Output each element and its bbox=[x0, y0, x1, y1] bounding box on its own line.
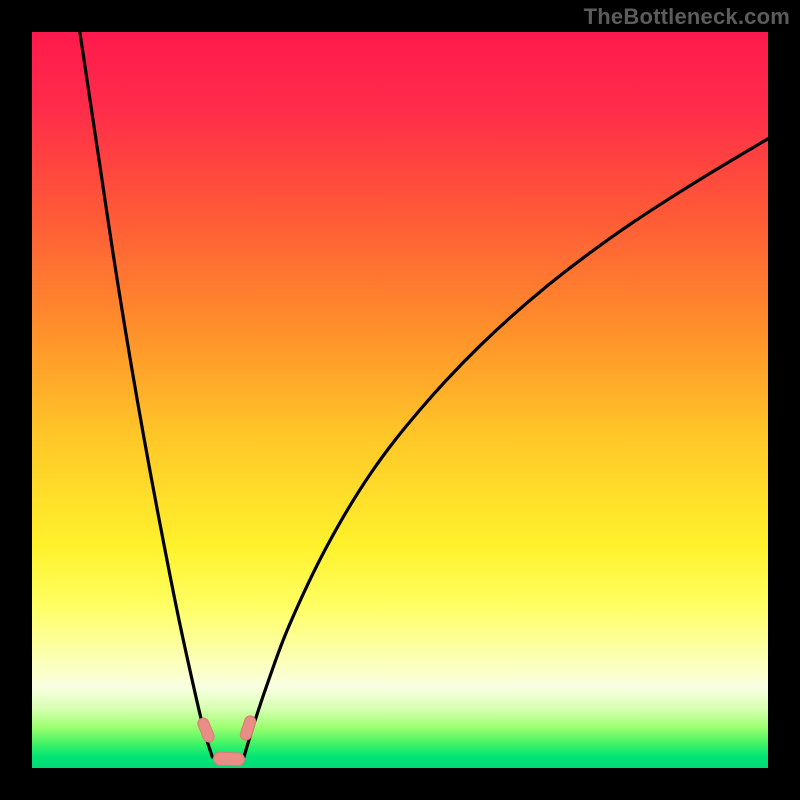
watermark-text: TheBottleneck.com bbox=[584, 4, 790, 30]
canvas: TheBottleneck.com bbox=[0, 0, 800, 800]
plot-area bbox=[32, 32, 768, 768]
bottleneck-curves bbox=[32, 32, 768, 768]
curve bbox=[80, 32, 212, 757]
data-marker bbox=[212, 752, 244, 767]
curve bbox=[244, 139, 768, 757]
